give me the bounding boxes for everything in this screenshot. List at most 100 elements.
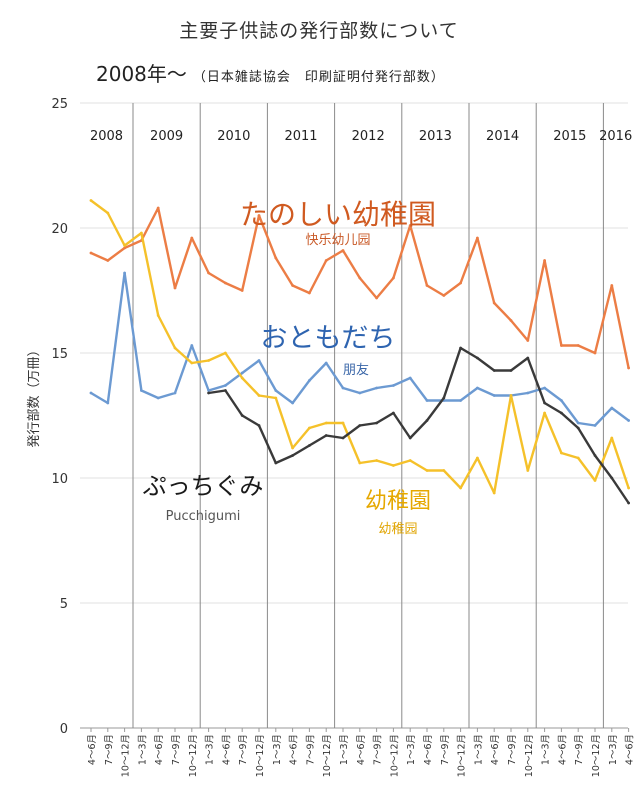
x-tick-label-4: 4〜6月: [154, 734, 165, 765]
data-point-s2-32: [627, 486, 630, 490]
data-point-s2-26: [526, 469, 530, 472]
data-point-s1-17: [375, 386, 378, 390]
data-point-s1-23: [476, 386, 479, 390]
x-tick-label-14: 10〜12月: [322, 734, 333, 777]
data-point-s3-15: [459, 346, 462, 350]
data-point-s1-29: [576, 421, 580, 425]
data-point-s2-4: [156, 314, 160, 317]
data-point-s3-24: [610, 476, 614, 480]
data-point-s3-4: [274, 461, 278, 465]
data-point-s2-8: [224, 351, 227, 355]
data-point-s0-5: [173, 286, 177, 290]
data-point-s2-3: [140, 231, 143, 235]
x-tick-label-26: 10〜12月: [524, 734, 535, 777]
data-point-s1-27: [543, 386, 546, 390]
data-point-s2-14: [324, 421, 328, 425]
data-point-s3-3: [257, 424, 261, 427]
data-point-s0-27: [543, 259, 546, 262]
data-point-s0-18: [392, 276, 395, 280]
x-tick-label-1: 7〜9月: [104, 734, 115, 765]
chart-subtitle-note: （日本雑誌協会 印刷証明付発行部数）: [192, 70, 445, 85]
data-point-s3-5: [291, 454, 294, 457]
data-point-s3-19: [526, 356, 530, 360]
data-point-s2-17: [375, 459, 378, 462]
data-point-s3-7: [324, 434, 328, 437]
data-point-s0-32: [627, 366, 630, 370]
data-point-s0-13: [308, 291, 311, 295]
data-point-s0-31: [610, 284, 614, 287]
year-label-2009: 2009: [150, 129, 183, 144]
data-point-s2-30: [593, 479, 597, 482]
data-point-s2-27: [543, 411, 546, 415]
data-point-s2-12: [291, 446, 294, 450]
data-point-s1-0: [89, 391, 93, 395]
data-point-s0-15: [341, 249, 345, 252]
data-point-s0-8: [224, 281, 227, 285]
data-point-s0-17: [375, 296, 378, 300]
data-point-s3-23: [593, 454, 597, 457]
y-axis-title: 発行部数（万冊）: [27, 343, 42, 447]
year-label-2015: 2015: [553, 129, 586, 144]
data-point-s1-20: [425, 399, 429, 402]
year-label-2011: 2011: [284, 129, 317, 144]
x-tick-label-27: 1〜3月: [541, 734, 552, 765]
data-point-s0-29: [576, 344, 580, 347]
data-point-s3-17: [492, 369, 496, 372]
data-point-s1-8: [224, 384, 227, 387]
x-tick-label-15: 1〜3月: [339, 734, 350, 765]
x-tick-label-0: 4〜6月: [87, 734, 98, 765]
data-point-s3-13: [425, 419, 429, 422]
data-point-s2-21: [442, 469, 446, 472]
x-tick-label-10: 10〜12月: [255, 734, 266, 777]
data-point-s0-26: [526, 339, 530, 342]
year-label-2010: 2010: [217, 129, 250, 144]
data-point-s2-0: [89, 199, 93, 202]
x-tick-label-13: 7〜9月: [305, 734, 316, 765]
data-point-s3-16: [476, 356, 479, 360]
x-tick-label-16: 4〜6月: [356, 734, 367, 765]
data-point-s0-9: [240, 289, 244, 292]
x-tick-label-28: 4〜6月: [557, 734, 568, 765]
x-tick-label-12: 4〜6月: [289, 734, 300, 765]
data-point-s2-25: [509, 394, 513, 397]
data-point-s1-30: [593, 424, 597, 427]
data-point-s0-25: [509, 319, 513, 322]
data-point-s3-14: [442, 396, 446, 400]
x-tick-label-31: 1〜3月: [608, 734, 619, 765]
y-tick-label-20: 20: [51, 222, 68, 237]
x-tick-label-7: 1〜3月: [205, 734, 216, 765]
series-name-2: 幼稚園: [365, 489, 431, 514]
data-point-s2-1: [106, 211, 110, 215]
data-point-s1-3: [140, 389, 143, 392]
series-subname-3: Pucchigumi: [166, 509, 241, 524]
data-point-s0-11: [274, 256, 278, 260]
data-point-s1-15: [341, 386, 345, 390]
y-tick-label-5: 5: [60, 597, 68, 612]
data-point-s1-11: [274, 389, 278, 392]
x-tick-label-19: 1〜3月: [406, 734, 417, 765]
x-tick-label-29: 7〜9月: [574, 734, 585, 765]
chart-title: 主要子供誌の発行部数について: [179, 20, 459, 42]
series-line-3: [207, 346, 630, 505]
data-point-s3-1: [224, 389, 227, 392]
series-subname-0: 快乐幼儿园: [305, 233, 370, 248]
data-point-s1-4: [156, 396, 160, 400]
data-point-s2-13: [308, 426, 311, 430]
data-point-s2-20: [425, 469, 429, 472]
series-lines: [89, 199, 630, 505]
data-point-s0-10: [257, 214, 261, 217]
data-point-s3-22: [576, 426, 580, 430]
data-point-s1-28: [560, 399, 563, 402]
data-point-s0-21: [442, 294, 446, 297]
data-point-s2-2: [123, 244, 126, 247]
data-point-s3-10: [375, 421, 378, 425]
data-point-s0-7: [207, 271, 211, 275]
series-subname-1: 朋友: [343, 362, 369, 378]
series-name-0: たのしい幼稚園: [240, 198, 436, 231]
data-point-s1-12: [291, 401, 294, 405]
axes: 0 5 10 15 20 25 2008 2009 2010 2011 2012 2013 2014 20…: [27, 97, 636, 777]
x-tick-label-25: 7〜9月: [507, 734, 518, 765]
data-point-s0-20: [425, 284, 429, 287]
